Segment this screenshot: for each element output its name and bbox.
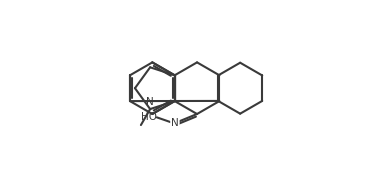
Text: N: N [146,97,154,107]
Text: N: N [171,118,179,128]
Text: HO: HO [141,112,157,122]
